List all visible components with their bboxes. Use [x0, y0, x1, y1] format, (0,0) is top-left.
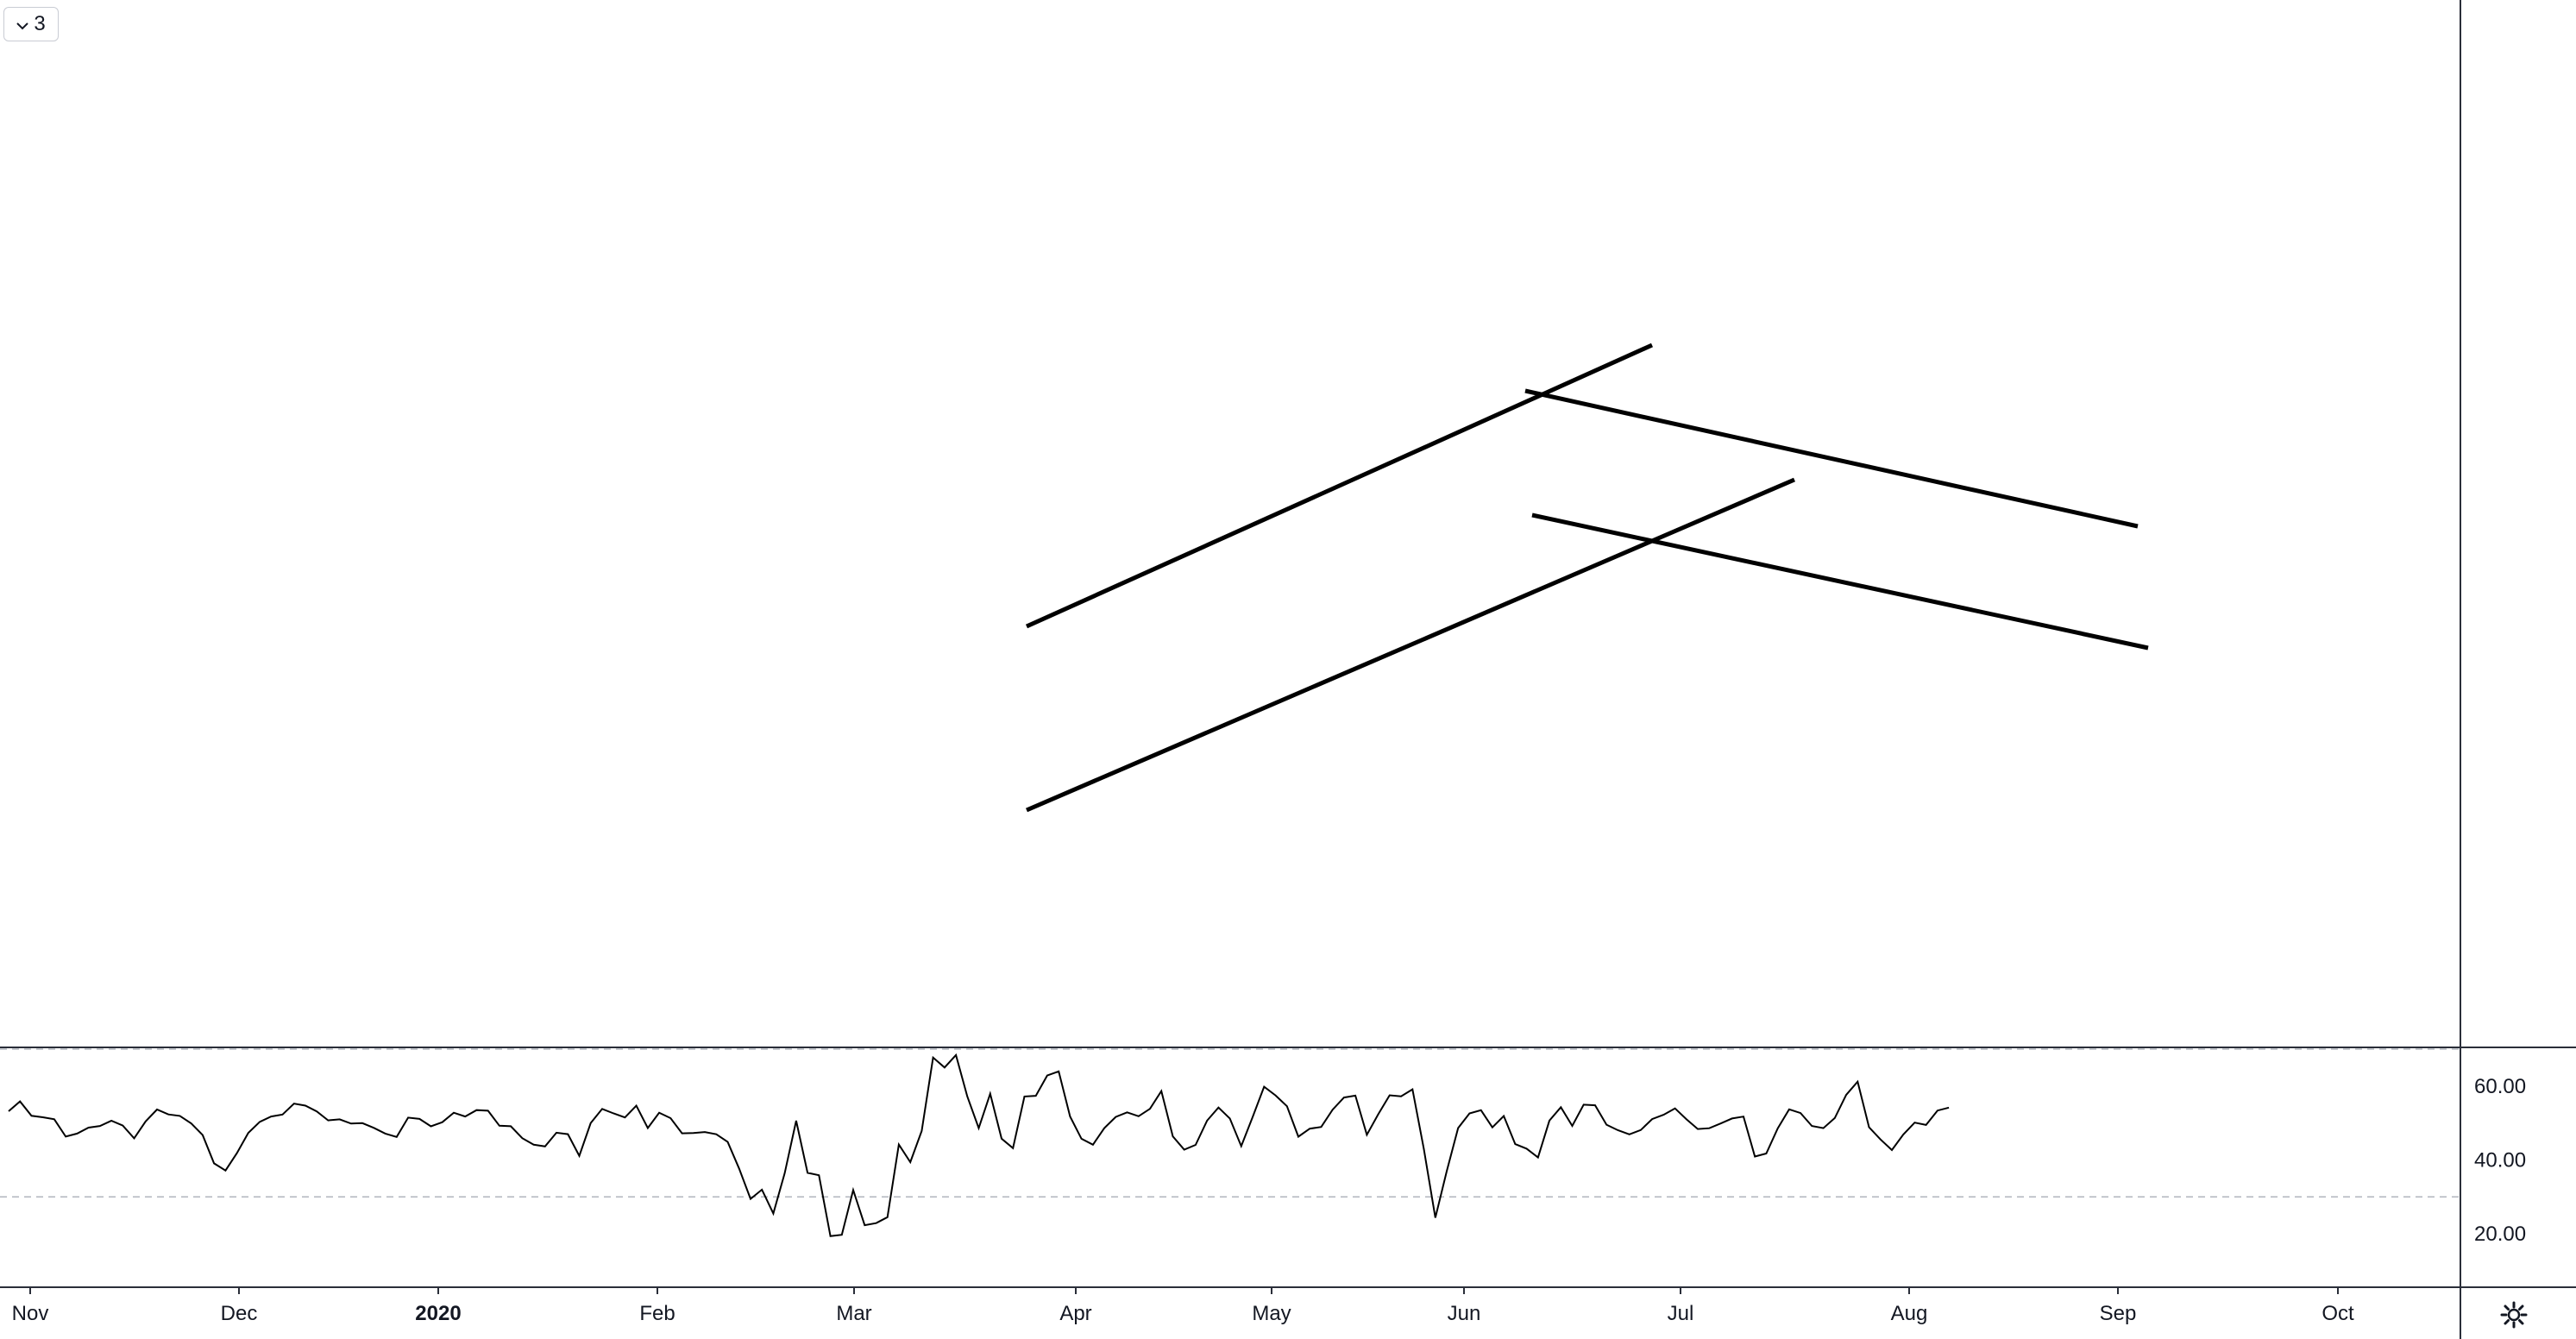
time-tick-label: Sep	[2100, 1302, 2137, 1325]
rsi-tick-label: 20.00	[2474, 1223, 2526, 1246]
interval-selector[interactable]: 3	[3, 7, 59, 41]
rsi-line	[8, 1053, 1950, 1237]
time-tick-label: Jul	[1668, 1302, 1694, 1325]
time-tick-label: May	[1252, 1302, 1291, 1325]
time-tick-label: Jun	[1448, 1302, 1481, 1325]
time-tick-label: Aug	[1891, 1302, 1928, 1325]
time-tick-label: Oct	[2322, 1302, 2354, 1325]
rsi-tick-label: 60.00	[2474, 1075, 2526, 1098]
channel-lower-trendline	[1026, 477, 1795, 813]
chevron-down-icon	[16, 12, 29, 36]
time-tick-label: 2020	[415, 1302, 461, 1325]
gear-icon[interactable]	[2493, 1294, 2535, 1336]
channel-upper-trendline	[1025, 343, 1654, 629]
time-tick-label: Feb	[639, 1302, 675, 1325]
time-tick-label: Nov	[12, 1302, 49, 1325]
time-tick-label: Apr	[1059, 1302, 1091, 1325]
time-tick-label: Dec	[221, 1302, 258, 1325]
rsi-tick-label: 40.00	[2474, 1148, 2526, 1172]
wedge-upper-trendline	[1524, 388, 2139, 529]
wedge-lower-trendline	[1531, 512, 2149, 651]
time-tick-label: Mar	[836, 1302, 871, 1325]
interval-label: 3	[34, 12, 46, 35]
